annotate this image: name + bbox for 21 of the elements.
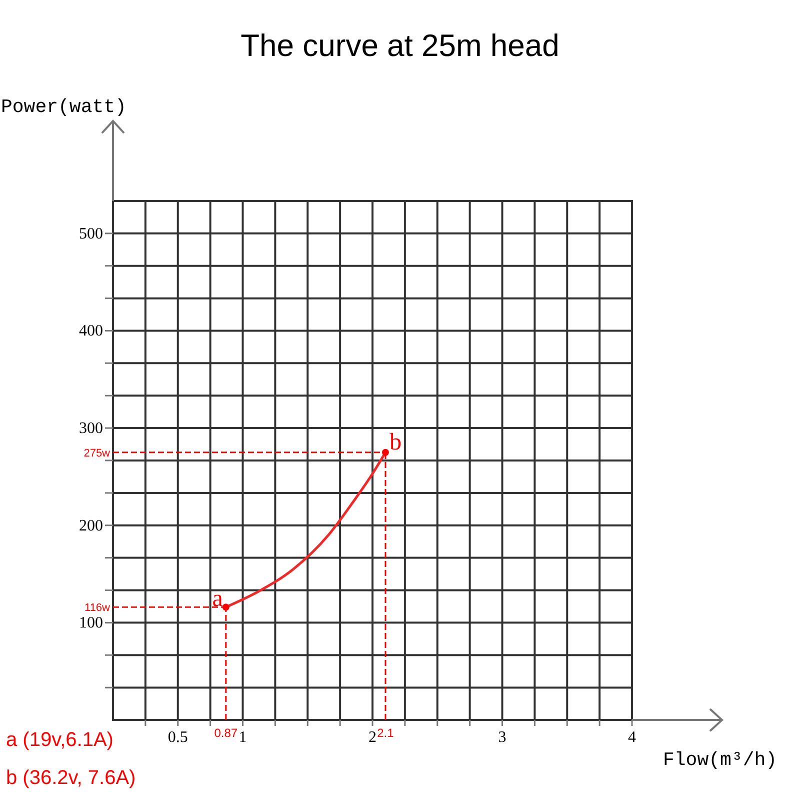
x-axis-title: Flow(m³/h) xyxy=(663,749,778,771)
y-tick-label: 100 xyxy=(79,614,103,632)
y-tick-label: 400 xyxy=(79,322,103,340)
text: a (19v,6.1A) xyxy=(6,729,114,751)
y-tick-label: 300 xyxy=(79,420,103,438)
ref-line-label: 116w xyxy=(84,602,110,614)
ref-line-label: 275w xyxy=(84,447,110,460)
x-tick-label: 3 xyxy=(498,729,506,746)
annotation: b xyxy=(389,429,402,456)
y-tick-label: 500 xyxy=(79,225,103,242)
ref-line-label: 2.1 xyxy=(377,726,394,740)
annotation: a xyxy=(212,586,224,612)
x-tick-label: 4 xyxy=(628,729,636,746)
x-tick-label: 2 xyxy=(368,729,376,746)
chart-title: The curve at 25m head xyxy=(240,28,560,63)
x-tick-label: 1 xyxy=(238,729,247,746)
text: b (36.2v, 7.6A) xyxy=(6,767,136,789)
y-axis-title: Power(watt) xyxy=(1,96,126,118)
y-tick-label: 200 xyxy=(79,517,103,534)
x-tick-label: 0.5 xyxy=(168,729,188,746)
ref-line-label: 0.87 xyxy=(214,726,238,740)
